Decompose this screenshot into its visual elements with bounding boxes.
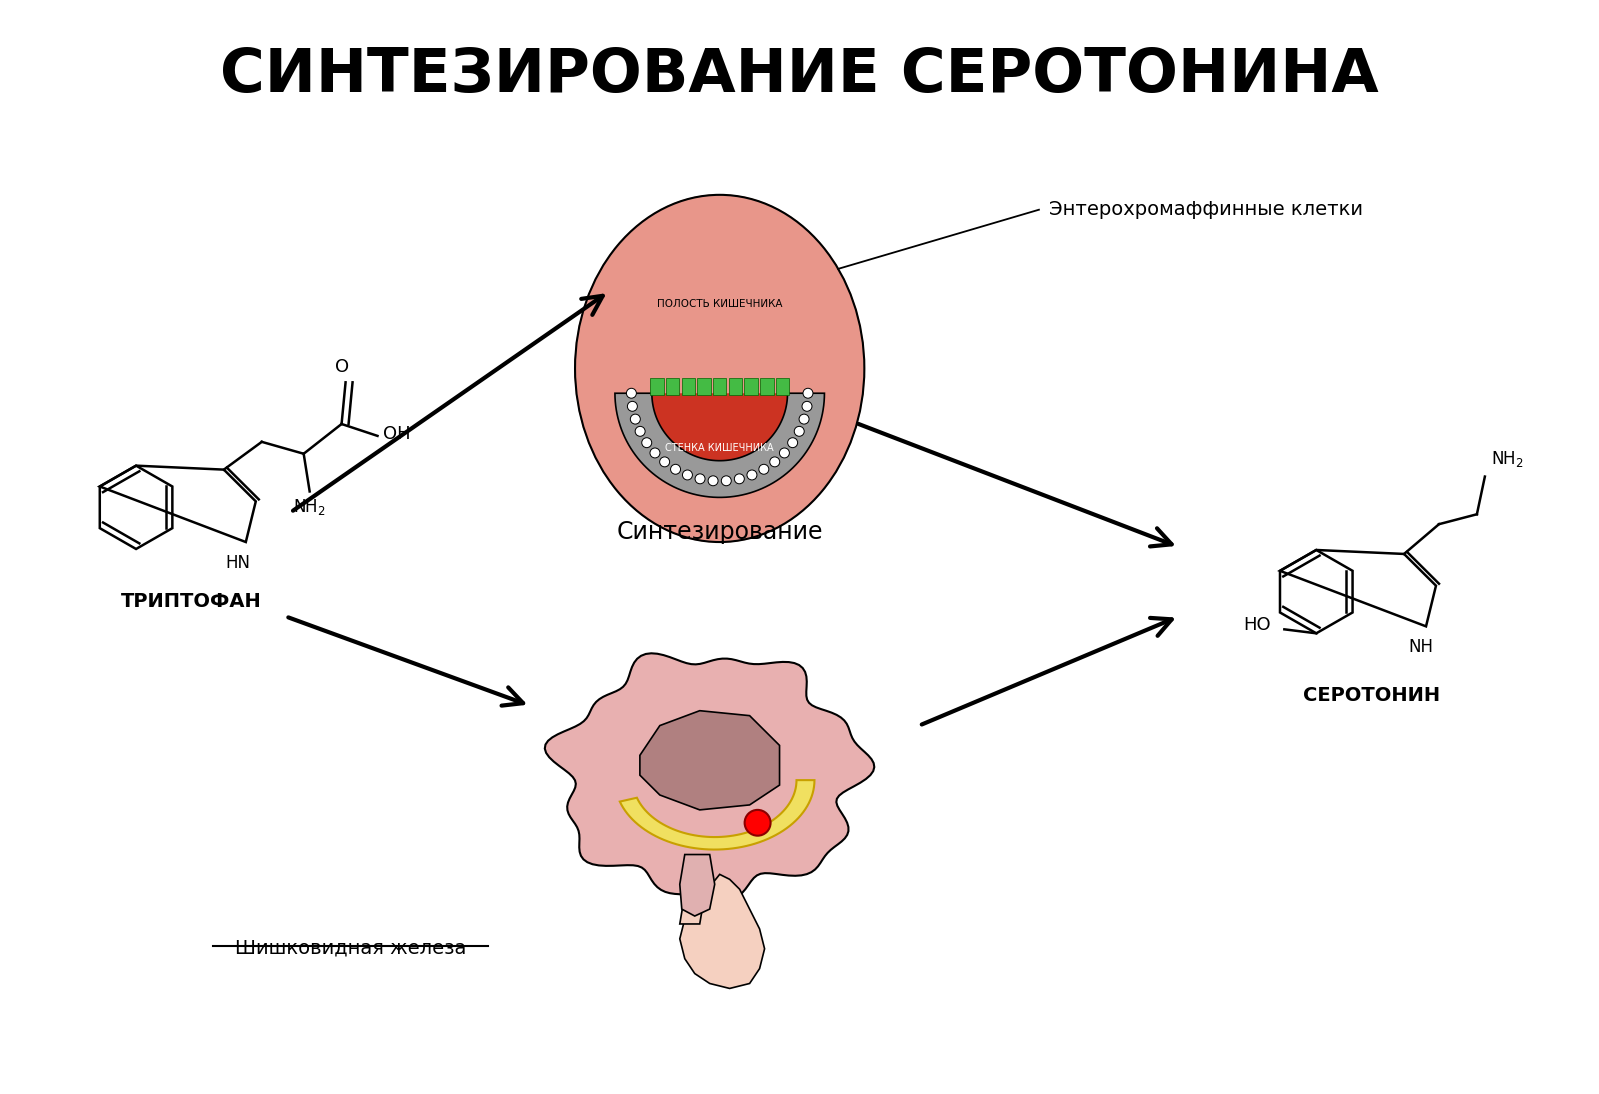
Circle shape	[660, 457, 670, 467]
Polygon shape	[620, 780, 814, 850]
Text: ТРИПТОФАН: ТРИПТОФАН	[120, 592, 261, 610]
Polygon shape	[616, 393, 825, 498]
Text: NH$_2$: NH$_2$	[293, 498, 326, 517]
Text: СЕРОТОНИН: СЕРОТОНИН	[1303, 686, 1439, 705]
Circle shape	[630, 415, 640, 424]
Polygon shape	[680, 854, 715, 916]
Circle shape	[734, 474, 744, 484]
Text: СИНТЕЗИРОВАНИЕ СЕРОТОНИНА: СИНТЕЗИРОВАНИЕ СЕРОТОНИНА	[221, 46, 1378, 105]
Text: NH: NH	[1409, 638, 1434, 656]
Polygon shape	[680, 874, 764, 989]
Circle shape	[649, 447, 660, 458]
Text: OH: OH	[384, 424, 411, 443]
Circle shape	[708, 476, 718, 486]
Text: HO: HO	[1242, 616, 1270, 635]
Circle shape	[747, 470, 756, 480]
Circle shape	[721, 476, 731, 486]
Polygon shape	[776, 379, 790, 395]
Polygon shape	[729, 379, 742, 395]
Circle shape	[641, 438, 652, 447]
Text: HN: HN	[225, 554, 251, 572]
Polygon shape	[651, 379, 664, 395]
Circle shape	[795, 427, 804, 437]
Circle shape	[760, 464, 769, 474]
Polygon shape	[697, 379, 710, 395]
Text: O: O	[334, 359, 349, 376]
Polygon shape	[665, 379, 680, 395]
Polygon shape	[652, 393, 788, 461]
Circle shape	[779, 447, 790, 458]
Polygon shape	[680, 864, 710, 924]
Circle shape	[696, 474, 705, 484]
Circle shape	[627, 401, 638, 411]
Circle shape	[683, 470, 692, 480]
Circle shape	[745, 810, 771, 836]
Text: СТЕНКА КИШЕЧНИКА: СТЕНКА КИШЕЧНИКА	[665, 443, 774, 453]
Ellipse shape	[576, 195, 865, 542]
Circle shape	[635, 427, 644, 437]
Circle shape	[803, 388, 812, 398]
Polygon shape	[745, 379, 758, 395]
Text: Энтерохромаффинные клетки: Энтерохромаффинные клетки	[1049, 200, 1362, 219]
Text: ПОЛОСТЬ КИШЕЧНИКА: ПОЛОСТЬ КИШЕЧНИКА	[657, 299, 782, 309]
Circle shape	[803, 401, 812, 411]
Text: Шишковидная железа: Шишковидная железа	[235, 939, 467, 958]
Circle shape	[800, 415, 809, 424]
Polygon shape	[681, 379, 696, 395]
Polygon shape	[640, 711, 780, 810]
Text: Синтезирование: Синтезирование	[617, 520, 823, 544]
Circle shape	[769, 457, 780, 467]
Text: NH$_2$: NH$_2$	[1490, 449, 1524, 468]
Circle shape	[670, 464, 681, 474]
Polygon shape	[713, 379, 726, 395]
Circle shape	[788, 438, 798, 447]
Polygon shape	[545, 653, 875, 901]
Circle shape	[627, 388, 636, 398]
Polygon shape	[760, 379, 774, 395]
